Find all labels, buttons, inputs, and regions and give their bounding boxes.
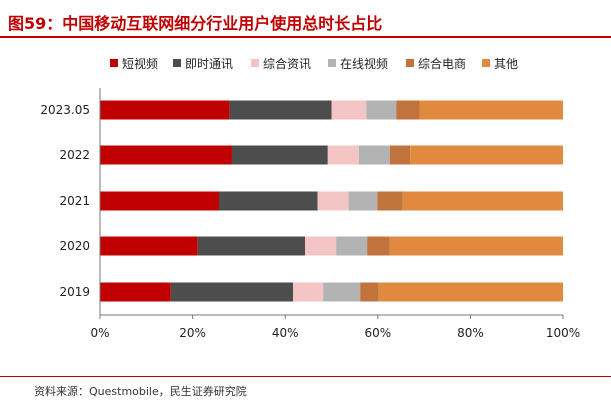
source-note: 资料来源：Questmobile，民生证券研究院 (34, 385, 247, 398)
bar-segment-3-5 (389, 236, 563, 256)
bar-segment-1-5 (410, 145, 563, 165)
legend-swatch-3 (328, 59, 336, 67)
bar-segment-0-3 (366, 100, 397, 120)
legend: 短视频 即时通讯 综合资讯 在线视频 综合电商 其他 (110, 56, 518, 71)
bar-segment-4-1 (170, 282, 294, 302)
legend-label-5: 其他 (494, 57, 518, 71)
bar-segment-3-1 (197, 236, 306, 256)
legend-label-4: 综合电商 (418, 56, 466, 71)
legend-label-3: 在线视频 (340, 56, 388, 71)
bar-segment-4-4 (360, 282, 379, 302)
bar-segment-0-1 (229, 100, 332, 120)
bar-segment-0-4 (396, 100, 420, 120)
legend-swatch-1 (173, 59, 181, 67)
bar-segment-4-3 (323, 282, 361, 302)
bar-segment-2-3 (348, 191, 378, 211)
bar-segment-2-5 (402, 191, 563, 211)
category-label-3: 2020 (59, 239, 90, 253)
legend-label-0: 短视频 (122, 56, 158, 71)
legend-swatch-0 (110, 59, 118, 67)
x-tick-label-0: 0% (90, 326, 109, 340)
x-tick-label-4: 80% (457, 326, 484, 340)
bar-segment-1-1 (231, 145, 328, 165)
bar-segment-1-4 (389, 145, 411, 165)
bar-segment-3-0 (100, 236, 198, 256)
footer-divider (0, 376, 611, 377)
bar-segment-1-0 (100, 145, 232, 165)
x-tick-label-1: 20% (179, 326, 206, 340)
legend-swatch-5 (482, 59, 490, 67)
title-divider (0, 36, 611, 38)
bar-segment-2-4 (377, 191, 403, 211)
x-tick-label-5: 100% (546, 326, 580, 340)
bar-segment-3-3 (336, 236, 368, 256)
bar-segment-1-3 (358, 145, 390, 165)
legend-swatch-2 (251, 59, 259, 67)
legend-label-1: 即时通讯 (185, 57, 233, 71)
bars: 2023.05 2022 2021 2020 2019 (40, 100, 563, 302)
x-tick-label-3: 60% (364, 326, 391, 340)
bar-segment-2-1 (218, 191, 318, 211)
bar-segment-1-2 (327, 145, 359, 165)
bar-segment-4-2 (293, 282, 324, 302)
legend-label-2: 综合资讯 (263, 56, 311, 71)
bar-segment-4-5 (378, 282, 563, 302)
bar-segment-0-0 (100, 100, 230, 120)
bar-segment-0-2 (331, 100, 367, 120)
chart-title: 图59：中国移动互联网细分行业用户使用总时长占比 (8, 14, 383, 33)
legend-swatch-4 (406, 59, 414, 67)
category-label-1: 2022 (59, 148, 90, 162)
x-tick-label-2: 40% (272, 326, 299, 340)
category-label-0: 2023.05 (40, 103, 90, 117)
axes: 0% 20% 40% 60% 80% 100% (90, 88, 580, 340)
bar-segment-4-0 (100, 282, 171, 302)
bar-segment-2-2 (317, 191, 349, 211)
bar-segment-2-0 (100, 191, 219, 211)
category-label-4: 2019 (59, 285, 90, 299)
bar-segment-0-5 (419, 100, 563, 120)
bar-segment-3-4 (367, 236, 390, 256)
bar-segment-3-2 (305, 236, 337, 256)
category-label-2: 2021 (59, 194, 90, 208)
